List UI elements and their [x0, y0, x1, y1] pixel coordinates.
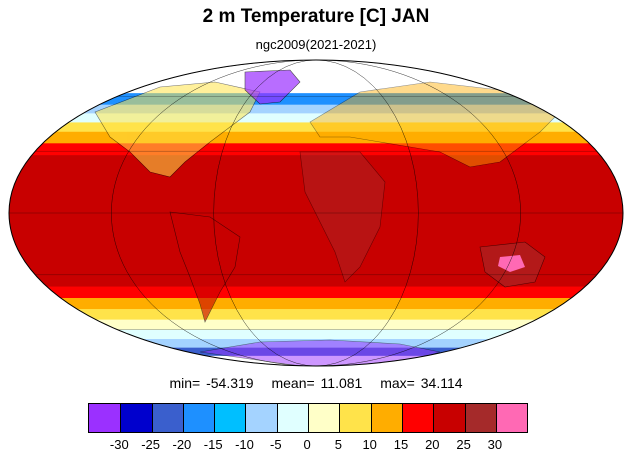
chart-title: 2 m Temperature [C] JAN	[202, 6, 430, 27]
graticule	[9, 60, 623, 366]
temperature-band	[9, 122, 623, 133]
colorbar-tick-label: -25	[141, 437, 160, 452]
colorbar-swatch	[495, 404, 528, 432]
colorbar	[88, 403, 529, 433]
colorbar-swatch	[245, 404, 277, 432]
temperature-band	[9, 113, 623, 123]
colorbar-tick-label: -10	[235, 437, 254, 452]
africa-land	[299, 151, 386, 283]
colorbar-swatch	[433, 404, 465, 432]
temperature-band	[9, 309, 623, 321]
colorbar-swatch	[339, 404, 371, 432]
greenland-land	[244, 69, 301, 105]
summary-stats: min= -54.319 mean= 11.081 max= 34.114	[0, 375, 632, 391]
landmasses	[94, 69, 561, 366]
colorbar-tick-label: -20	[172, 437, 192, 452]
map-border	[8, 59, 624, 367]
stat-mean: mean= 11.081	[271, 375, 363, 391]
temperature-band	[9, 286, 623, 299]
colorbar-tick-label: 15	[393, 437, 409, 452]
north-america-land	[94, 81, 261, 178]
eurasia-land	[309, 81, 561, 168]
south-america-land	[169, 211, 241, 323]
australia-hotspot	[498, 255, 525, 272]
colorbar-tick-label: 20	[425, 437, 440, 452]
chart-subtitle: ngc2009(2021-2021)	[255, 37, 377, 52]
colorbar-tick-label: -5	[270, 437, 282, 452]
colorbar-tick-label: 25	[456, 437, 471, 452]
longitude-line	[213, 60, 419, 366]
colorbar-ticks: -30 -25 -20 -15 -10 -5 0 5 10 15 20 25 30	[88, 437, 528, 455]
colorbar-tick-label: 30	[487, 437, 503, 452]
temperature-band	[9, 104, 623, 114]
stat-max: max= 34.114	[380, 375, 463, 391]
colorbar-tick-label: 10	[362, 437, 377, 452]
world-temperature-map	[8, 59, 624, 367]
colorbar-swatch	[308, 404, 340, 432]
temperature-band	[9, 298, 623, 310]
colorbar-tick-label: -15	[203, 437, 223, 452]
temperature-band	[9, 329, 623, 340]
longitude-line	[111, 60, 521, 366]
colorbar-swatch	[214, 404, 246, 432]
colorbar-swatch	[401, 404, 434, 432]
colorbar-swatch	[182, 404, 215, 432]
colorbar-swatch	[370, 404, 402, 432]
colorbar-swatch	[151, 404, 183, 432]
colorbar-swatch	[120, 404, 152, 432]
stat-min: min= -54.319	[169, 375, 254, 391]
colorbar-tick-label: -30	[109, 437, 129, 452]
colorbar-swatch	[276, 404, 309, 432]
colorbar-swatch	[89, 404, 121, 432]
colorbar-tick-label: 0	[303, 437, 311, 452]
temperature-band	[9, 155, 623, 256]
colorbar-swatch	[464, 404, 496, 432]
temperature-band	[9, 319, 623, 331]
colorbar-tick-label: 5	[334, 437, 343, 452]
